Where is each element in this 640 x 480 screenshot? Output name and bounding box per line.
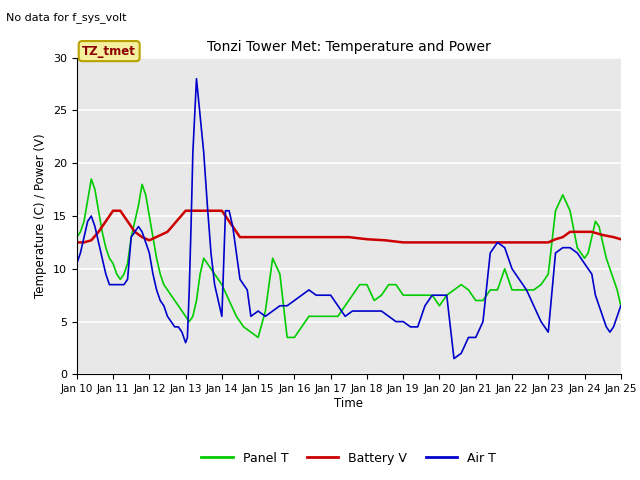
Battery V xyxy=(73,240,81,245)
Panel T xyxy=(450,287,458,293)
Air T xyxy=(73,261,81,266)
Battery V xyxy=(566,229,574,235)
Line: Panel T: Panel T xyxy=(77,179,621,337)
Battery V xyxy=(617,236,625,242)
Panel T xyxy=(88,176,95,182)
Air T xyxy=(479,319,487,324)
Battery V xyxy=(545,240,552,245)
Line: Battery V: Battery V xyxy=(77,211,621,242)
Battery V xyxy=(95,229,102,235)
Battery V xyxy=(399,240,407,245)
Battery V xyxy=(308,234,316,240)
Legend: Panel T, Battery V, Air T: Panel T, Battery V, Air T xyxy=(196,446,501,469)
Battery V xyxy=(124,218,131,224)
X-axis label: Time: Time xyxy=(334,397,364,410)
Battery V xyxy=(131,229,139,235)
Battery V xyxy=(559,234,566,240)
Panel T xyxy=(617,303,625,309)
Panel T xyxy=(102,245,109,251)
Text: No data for f_sys_volt: No data for f_sys_volt xyxy=(6,12,127,23)
Air T xyxy=(617,303,625,309)
Battery V xyxy=(327,234,335,240)
Battery V xyxy=(381,238,389,243)
Title: Tonzi Tower Met: Temperature and Power: Tonzi Tower Met: Temperature and Power xyxy=(207,40,491,54)
Battery V xyxy=(291,234,298,240)
Battery V xyxy=(580,229,588,235)
Panel T xyxy=(276,271,284,277)
Air T xyxy=(436,292,444,298)
Panel T xyxy=(486,287,494,293)
Battery V xyxy=(236,234,244,240)
Air T xyxy=(599,313,607,319)
Text: TZ_tmet: TZ_tmet xyxy=(82,45,136,58)
Air T xyxy=(186,287,193,293)
Air T xyxy=(450,356,458,361)
Panel T xyxy=(378,292,385,298)
Battery V xyxy=(80,240,88,245)
Battery V xyxy=(508,240,516,245)
Panel T xyxy=(254,335,262,340)
Battery V xyxy=(88,238,95,243)
Battery V xyxy=(552,236,559,242)
Y-axis label: Temperature (C) / Power (V): Temperature (C) / Power (V) xyxy=(35,134,47,298)
Battery V xyxy=(138,234,146,240)
Battery V xyxy=(599,232,607,238)
Battery V xyxy=(109,208,117,214)
Battery V xyxy=(610,234,618,240)
Battery V xyxy=(588,229,596,235)
Battery V xyxy=(218,208,226,214)
Battery V xyxy=(102,218,109,224)
Battery V xyxy=(116,208,124,214)
Battery V xyxy=(200,208,207,214)
Battery V xyxy=(454,240,461,245)
Air T xyxy=(515,276,523,282)
Battery V xyxy=(573,229,581,235)
Battery V xyxy=(417,240,425,245)
Battery V xyxy=(345,234,353,240)
Panel T xyxy=(167,292,175,298)
Battery V xyxy=(164,229,172,235)
Battery V xyxy=(182,208,189,214)
Battery V xyxy=(526,240,534,245)
Battery V xyxy=(254,234,262,240)
Battery V xyxy=(145,238,153,243)
Battery V xyxy=(472,240,479,245)
Air T xyxy=(580,261,588,266)
Battery V xyxy=(436,240,444,245)
Battery V xyxy=(363,236,371,242)
Battery V xyxy=(490,240,498,245)
Line: Air T: Air T xyxy=(77,79,621,359)
Battery V xyxy=(273,234,280,240)
Panel T xyxy=(73,234,81,240)
Air T xyxy=(193,76,200,82)
